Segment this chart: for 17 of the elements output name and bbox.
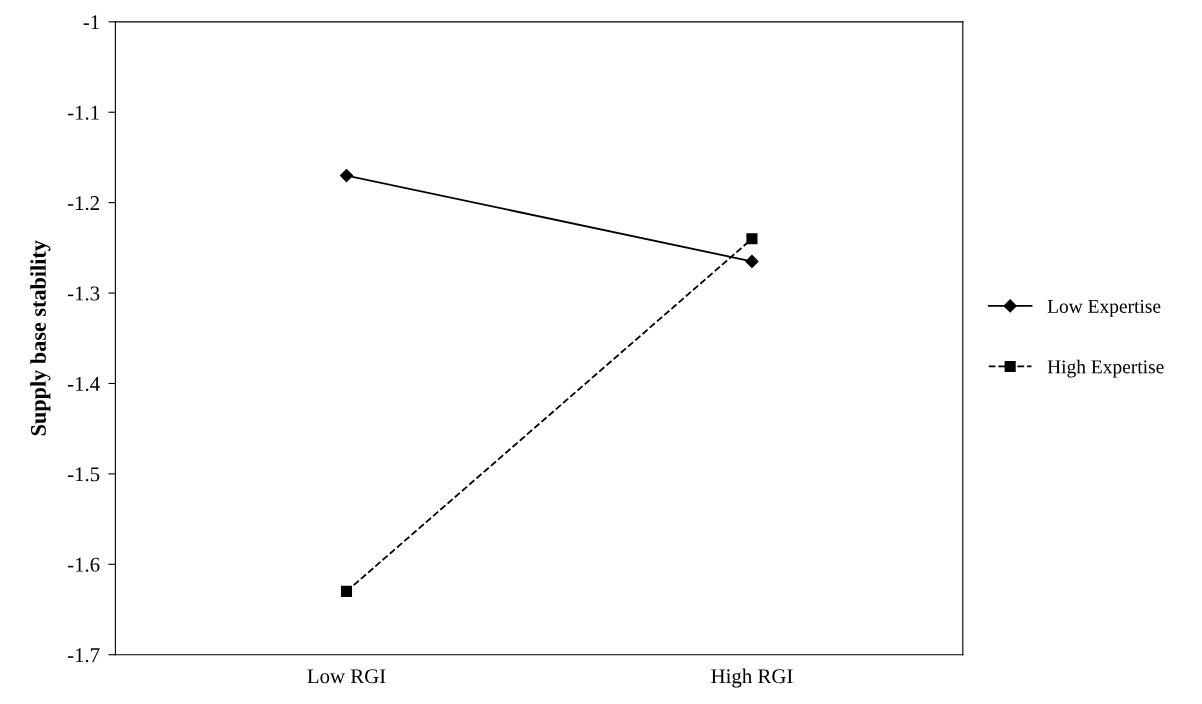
legend-label: Low Expertise	[1047, 299, 1161, 317]
y-tick-label: -1.7	[67, 648, 100, 663]
y-tick-label: -1.3	[67, 286, 100, 301]
y-tick-label: -1.6	[67, 557, 100, 572]
y-tick-label: -1.1	[67, 105, 99, 120]
point	[746, 233, 758, 245]
y-tick-label: -1.5	[67, 467, 100, 482]
y-tick-label: -1	[83, 15, 99, 30]
x-tick-label: High RGI	[711, 668, 793, 688]
y-axis-title: Supply base stability	[30, 240, 51, 436]
point	[745, 254, 759, 269]
x-tick-label: Low RGI	[307, 669, 386, 684]
point	[339, 168, 354, 183]
legend-label: High Expertise	[1047, 359, 1164, 378]
point	[340, 585, 353, 597]
y-tick-label: -1.4	[67, 376, 100, 391]
y-tick-label: -1.2	[67, 196, 99, 211]
